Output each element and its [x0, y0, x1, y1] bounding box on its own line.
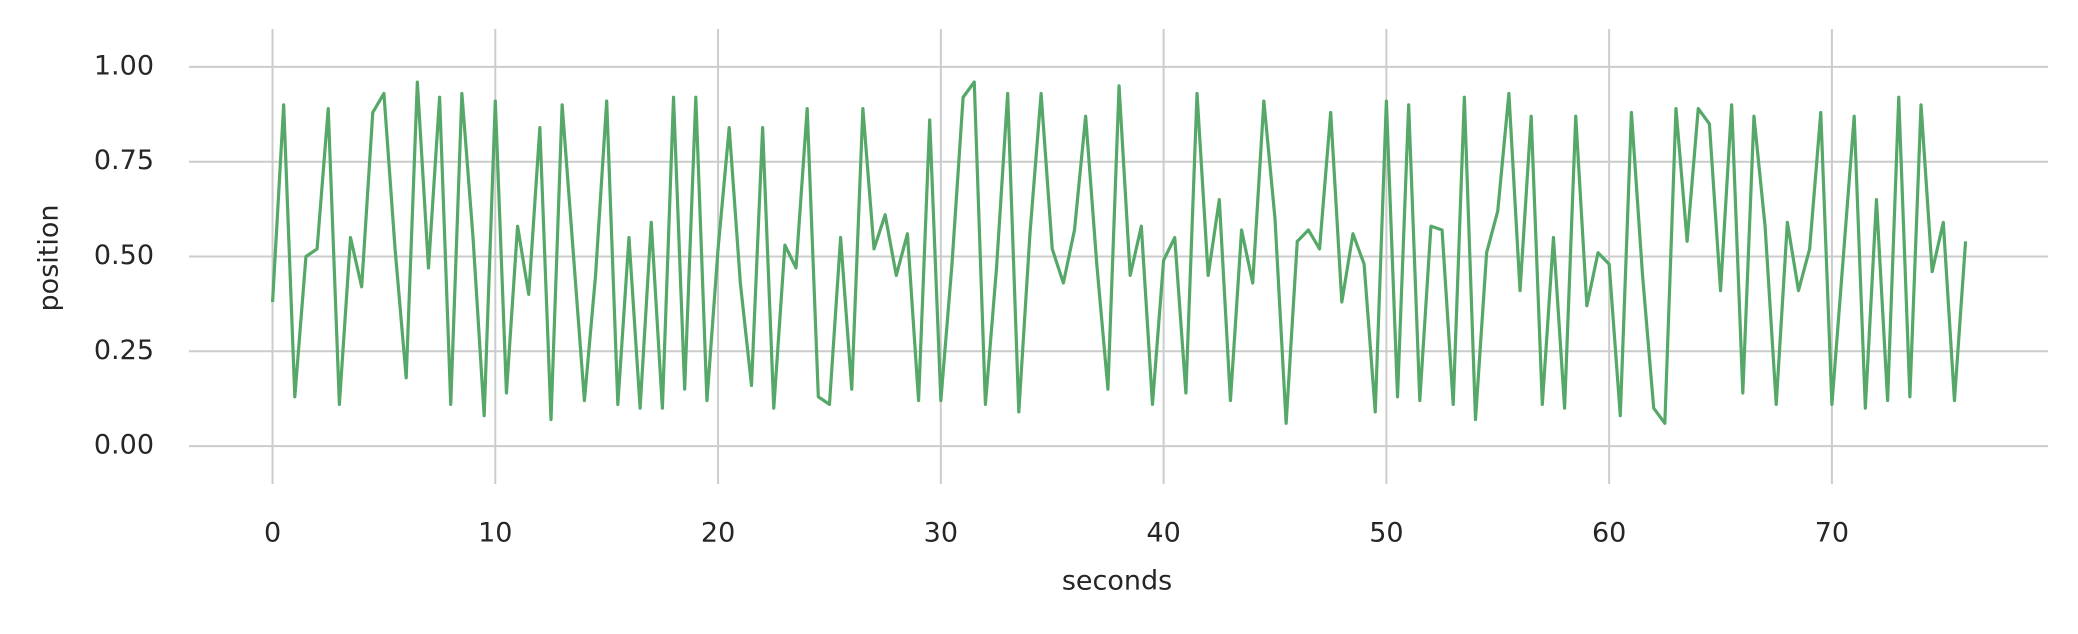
y-tick-label: 0.00	[94, 430, 154, 461]
y-tick-label: 0.50	[94, 240, 154, 271]
y-tick-label: 0.75	[94, 145, 154, 176]
x-tick-label: 60	[1592, 518, 1626, 549]
x-tick-label: 30	[924, 518, 958, 549]
x-tick-label: 20	[701, 518, 735, 549]
x-tick-label: 40	[1146, 518, 1180, 549]
y-tick-label: 0.25	[94, 335, 154, 366]
x-tick-label: 70	[1815, 518, 1849, 549]
data-line	[270, 80, 1968, 425]
y-tick-label: 1.00	[94, 50, 154, 81]
x-tick-label: 0	[264, 518, 281, 549]
x-tick-label: 50	[1369, 518, 1403, 549]
x-tick-label: 10	[478, 518, 512, 549]
x-axis-label: seconds	[1062, 566, 1172, 597]
y-axis-label: position	[34, 205, 65, 312]
